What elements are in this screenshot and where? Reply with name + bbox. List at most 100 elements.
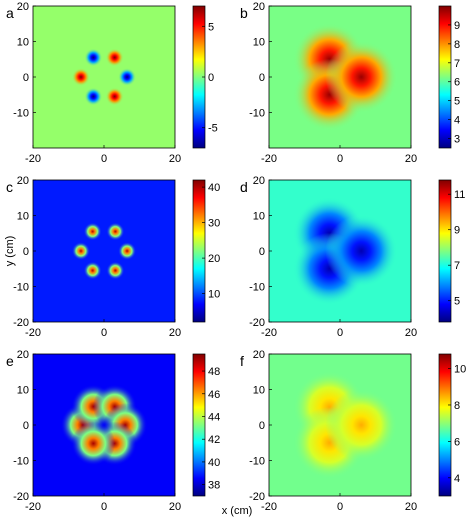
y-tick-label: 0 (259, 246, 265, 258)
y-tick-label: 10 (253, 37, 265, 49)
colorbar-tick-label: 38 (208, 480, 220, 492)
colorbar (438, 5, 452, 149)
panel-f: -20 0 20 -20 -10 0 10 20 4 6 8 10 f (240, 349, 466, 513)
colorbar-tick-label: 40 (208, 457, 220, 469)
colorbar (192, 179, 206, 323)
panel-b: -20 0 20 -10 0 10 20 3 4 5 6 7 8 9 b (240, 1, 460, 165)
colorbar-tick-label: 48 (208, 366, 220, 378)
colorbar-tick-label: 5 (454, 96, 460, 108)
y-tick-label: -10 (249, 282, 265, 294)
y-tick-label: 0 (23, 72, 29, 84)
colorbar-tick-label: 20 (208, 253, 220, 265)
y-tick-label: -20 (13, 317, 29, 329)
panel-d: -20 0 20 -20 -10 0 10 20 5 7 9 11 d (240, 175, 465, 339)
heatmap-source (83, 261, 102, 280)
heatmap-source (84, 87, 103, 106)
x-tick-label: -20 (261, 327, 277, 339)
colorbar-tick-label: 7 (454, 260, 460, 272)
colorbar-tick-label: 10 (208, 289, 220, 301)
panel-letter: f (240, 353, 244, 369)
y-tick-label: 10 (17, 211, 29, 223)
x-tick-label: 20 (405, 501, 417, 513)
y-tick-label: 0 (23, 246, 29, 258)
y-tick-label: 20 (253, 175, 265, 187)
colorbar-tick-label: 4 (454, 115, 460, 127)
y-tick-label: 10 (17, 37, 29, 49)
panel-e: -20 0 20 -20 -10 0 10 20 38 40 42 44 46 48 e (6, 349, 220, 513)
y-tick-label: -10 (13, 108, 29, 120)
colorbar-tick-label: 5 (454, 296, 460, 308)
colorbar-tick-label: 6 (454, 77, 460, 89)
y-tick-label: 0 (23, 420, 29, 432)
y-axis-label: y (cm) (4, 236, 16, 267)
heatmap-source (105, 87, 124, 106)
y-tick-label: 10 (253, 385, 265, 397)
heatmap-source (106, 222, 125, 241)
x-tick-label: 0 (337, 327, 343, 339)
x-tick-label: 0 (101, 501, 107, 513)
y-tick-label: -20 (13, 491, 29, 503)
colorbar-tick-label: -5 (208, 123, 218, 135)
x-tick-label: 0 (101, 327, 107, 339)
colorbar (192, 353, 206, 497)
y-tick-label: 20 (17, 175, 29, 187)
heatmap-source (71, 242, 90, 260)
y-tick-label: 20 (253, 349, 265, 361)
x-axis-label: x (cm) (222, 505, 253, 517)
heatmap-source (83, 222, 102, 241)
heatmap-source (118, 242, 137, 260)
y-tick-label: 10 (253, 211, 265, 223)
y-tick-label: 20 (17, 1, 29, 13)
y-tick-label: 0 (259, 420, 265, 432)
x-tick-label: 0 (337, 153, 343, 165)
colorbar-tick-label: 5 (208, 21, 214, 33)
colorbar-tick-label: 11 (454, 189, 465, 201)
colorbar-tick-label: 10 (454, 364, 466, 376)
x-tick-label: 0 (101, 153, 107, 165)
x-tick-label: -20 (25, 327, 41, 339)
colorbar-tick-label: 4 (454, 473, 460, 485)
x-tick-label: 20 (405, 153, 417, 165)
colorbar-tick-label: 42 (208, 434, 220, 446)
heatmap-source (105, 48, 124, 67)
x-tick-label: 20 (169, 501, 181, 513)
y-tick-label: 10 (17, 385, 29, 397)
colorbar-tick-label: 40 (208, 182, 220, 194)
heatmap-source (71, 68, 90, 86)
heatmap-source (106, 261, 125, 280)
y-tick-label: -10 (13, 282, 29, 294)
heatmap-source (71, 421, 116, 466)
panel-letter: e (6, 353, 14, 369)
colorbar-tick-label: 30 (208, 218, 220, 230)
colorbar-tick-label: 9 (454, 20, 460, 32)
heatmap-background (33, 6, 175, 148)
x-tick-label: 20 (405, 327, 417, 339)
colorbar-tick-label: 8 (454, 400, 460, 412)
colorbar-tick-label: 46 (208, 389, 220, 401)
x-tick-label: -20 (25, 153, 41, 165)
y-tick-label: -10 (13, 456, 29, 468)
colorbar-tick-label: 9 (454, 225, 460, 237)
y-tick-label: -10 (249, 108, 265, 120)
heatmap-source (325, 215, 398, 287)
x-tick-label: -20 (261, 501, 277, 513)
panel-letter: d (240, 179, 248, 195)
y-tick-label: -10 (249, 456, 265, 468)
x-tick-label: 20 (169, 153, 181, 165)
colorbar-tick-label: 3 (454, 134, 460, 146)
x-tick-label: 0 (337, 501, 343, 513)
x-tick-label: 20 (169, 327, 181, 339)
colorbar-tick-label: 44 (208, 411, 220, 423)
panel-letter: a (6, 5, 14, 21)
heatmap-source (118, 68, 137, 86)
panel-letter: c (6, 179, 13, 195)
x-tick-label: -20 (261, 153, 277, 165)
colorbar (438, 179, 452, 323)
heatmap-source (325, 389, 398, 461)
y-tick-label: 20 (253, 1, 265, 13)
x-tick-label: -20 (25, 501, 41, 513)
y-tick-label: 20 (17, 349, 29, 361)
panel-a: -20 0 20 -10 0 10 20 -5 0 5 a (6, 1, 218, 165)
colorbar-tick-label: 8 (454, 39, 460, 51)
